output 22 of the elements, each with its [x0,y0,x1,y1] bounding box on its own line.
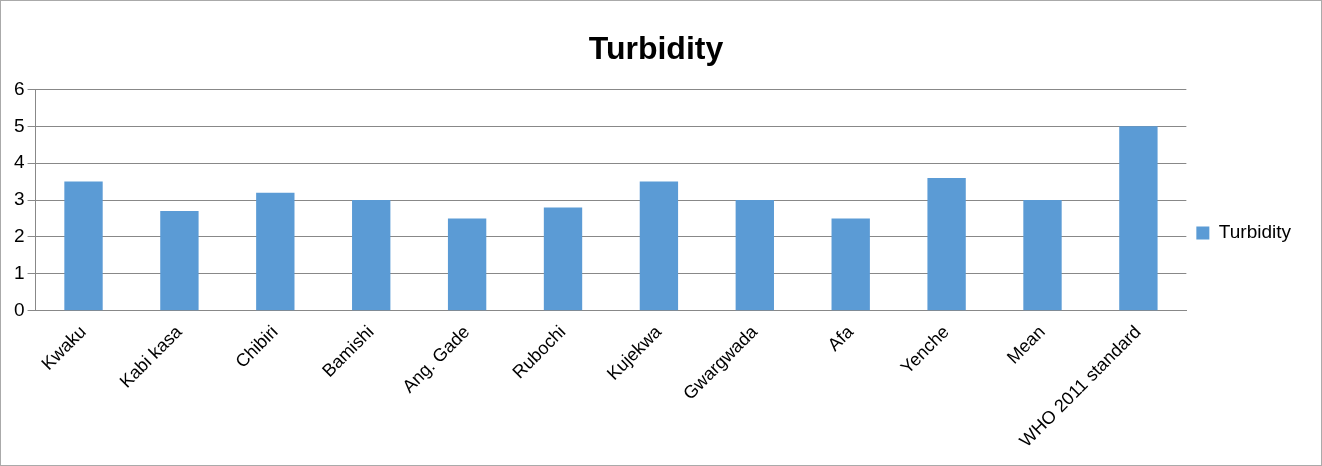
bar [64,181,103,311]
bar [927,177,966,311]
y-tick-label: 1 [13,262,25,284]
bar [735,200,774,311]
y-tick-label: 0 [13,298,25,320]
x-tick-label: Afa [823,320,858,355]
bar [543,207,583,311]
bar [447,218,487,311]
y-tick-label: 6 [13,77,25,99]
y-tick-label: 4 [13,151,25,173]
y-tick-label: 5 [13,114,25,136]
bar [639,181,679,311]
bar [1119,126,1158,311]
legend-label: Turbidity [1218,221,1292,243]
bar [160,211,199,311]
bar [352,200,391,311]
bar [831,218,870,311]
bar [256,192,295,311]
chart-title: Turbidity [588,30,724,67]
bar [1023,200,1062,311]
y-tick-label: 3 [13,188,25,210]
y-tick-label: 2 [13,225,25,247]
